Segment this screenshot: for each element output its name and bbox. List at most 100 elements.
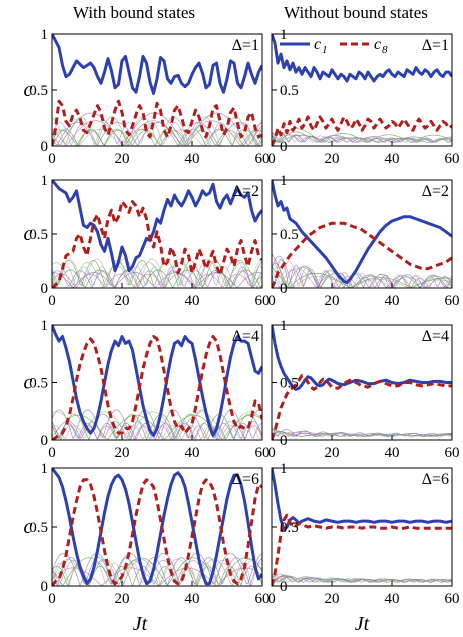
background-modes (52, 325, 262, 440)
x-tick-label: 0 (268, 293, 276, 309)
y-axis-label: c (24, 516, 33, 538)
background-mode-line (52, 116, 262, 146)
delta-annotation: Δ=6 (422, 471, 449, 488)
series-c1-line (52, 325, 262, 437)
y-tick-label: 1 (41, 461, 49, 477)
series-c1-line (272, 34, 452, 83)
delta-annotation: Δ=6 (232, 471, 259, 488)
background-mode-line (272, 575, 452, 583)
background-modes (52, 34, 262, 146)
x-tick-label: 20 (325, 293, 340, 309)
series-c1-line (52, 34, 262, 95)
y-tick-label: 0.5 (29, 227, 48, 243)
background-mode-line (272, 429, 452, 437)
x-tick-label: 20 (325, 445, 340, 461)
background-modes (52, 180, 262, 288)
background-mode-line (272, 428, 452, 438)
series-c8-line (272, 374, 452, 440)
series-c1-line (52, 468, 262, 586)
panel-left-4: 0 20 40 60 0 0.5 1 c Δ=6 (24, 461, 270, 607)
x-tick-label: 40 (385, 151, 400, 167)
series-c1-line (52, 180, 262, 273)
y-tick-label: 0.5 (280, 520, 299, 536)
delta-annotation: Δ=2 (422, 183, 449, 200)
background-mode-line (52, 557, 262, 586)
y-tick-label: 0 (280, 281, 288, 297)
x-tick-label: 0 (48, 293, 56, 309)
x-tick-label: 60 (255, 293, 270, 309)
background-mode-line (52, 422, 262, 440)
y-tick-label: 0.5 (29, 520, 48, 536)
y-tick-label: 1 (41, 318, 49, 334)
y-tick-label: 1 (280, 27, 288, 43)
y-axis-label: c (24, 372, 33, 394)
x-tick-label: 60 (445, 151, 460, 167)
series-c8-line (52, 99, 262, 146)
panel-right-3: 0 20 40 60 0 0.5 1 Δ=4 (268, 318, 459, 461)
background-mode-line (52, 262, 262, 288)
series-c8-line (272, 115, 452, 146)
y-tick-label: 1 (41, 173, 49, 189)
x-tick-label: 0 (48, 445, 56, 461)
background-mode-line (52, 112, 262, 146)
legend-c8-label: c (374, 36, 381, 53)
background-modes (272, 34, 452, 146)
y-tick-label: 0 (41, 579, 49, 595)
y-tick-label: 0.5 (280, 227, 299, 243)
legend-c1-subscript: 1 (322, 44, 328, 56)
x-tick-label: 0 (268, 591, 276, 607)
y-tick-label: 0 (280, 579, 288, 595)
background-modes (272, 325, 452, 440)
y-tick-label: 0 (41, 433, 49, 449)
background-mode-line (272, 252, 452, 288)
series-c8-line (272, 221, 452, 288)
background-mode-line (52, 258, 262, 288)
x-tick-label: 40 (185, 591, 200, 607)
background-mode-line (272, 267, 452, 288)
background-mode-line (52, 266, 262, 287)
x-tick-label: 60 (445, 445, 460, 461)
background-mode-line (272, 255, 452, 288)
x-tick-label: 20 (115, 151, 130, 167)
series-c1-line (272, 325, 452, 391)
series-c8-line (272, 513, 452, 586)
background-modes (272, 468, 452, 586)
background-mode-line (52, 567, 262, 586)
panel-right-2: 0 20 40 60 0 0.5 1 Δ=2 (268, 173, 459, 309)
delta-annotation: Δ=1 (232, 37, 259, 54)
background-modes (52, 468, 262, 586)
delta-annotation: Δ=2 (232, 183, 259, 200)
y-tick-label: 1 (280, 318, 288, 334)
panel-left-2: 0 20 40 60 0 0.5 1 c Δ=2 (24, 173, 270, 309)
x-tick-label: 40 (385, 293, 400, 309)
panel-left-1: 0 20 40 60 0 0.5 1 c Δ=1 (24, 27, 270, 167)
y-tick-label: 0 (280, 433, 288, 449)
x-tick-label: 40 (185, 445, 200, 461)
background-mode-line (52, 409, 262, 440)
x-tick-label: 20 (325, 151, 340, 167)
delta-annotation: Δ=4 (422, 328, 449, 345)
series-c8-line (52, 200, 262, 288)
y-tick-label: 0.5 (280, 376, 299, 392)
y-tick-label: 0 (41, 281, 49, 297)
y-tick-label: 0.5 (280, 83, 299, 99)
x-tick-label: 40 (385, 445, 400, 461)
x-tick-label: 40 (185, 293, 200, 309)
y-axis-label: c (24, 223, 33, 245)
x-tick-label: 40 (185, 151, 200, 167)
x-tick-label: 0 (268, 151, 276, 167)
y-tick-label: 0.5 (29, 83, 48, 99)
x-tick-label: 20 (115, 591, 130, 607)
x-axis-label-left: Jt (133, 613, 148, 635)
background-modes (272, 180, 452, 288)
delta-annotation: Δ=1 (422, 37, 449, 54)
panel-right-4: 0 20 40 60 0 0.5 1 Δ=6 (268, 461, 459, 607)
y-tick-label: 0 (41, 139, 49, 155)
x-tick-label: 20 (115, 445, 130, 461)
y-axis-label: c (24, 79, 33, 101)
x-tick-label: 60 (255, 151, 270, 167)
background-mode-line (52, 272, 262, 288)
right-column-title: Without bound states (284, 3, 428, 22)
x-tick-label: 20 (325, 591, 340, 607)
